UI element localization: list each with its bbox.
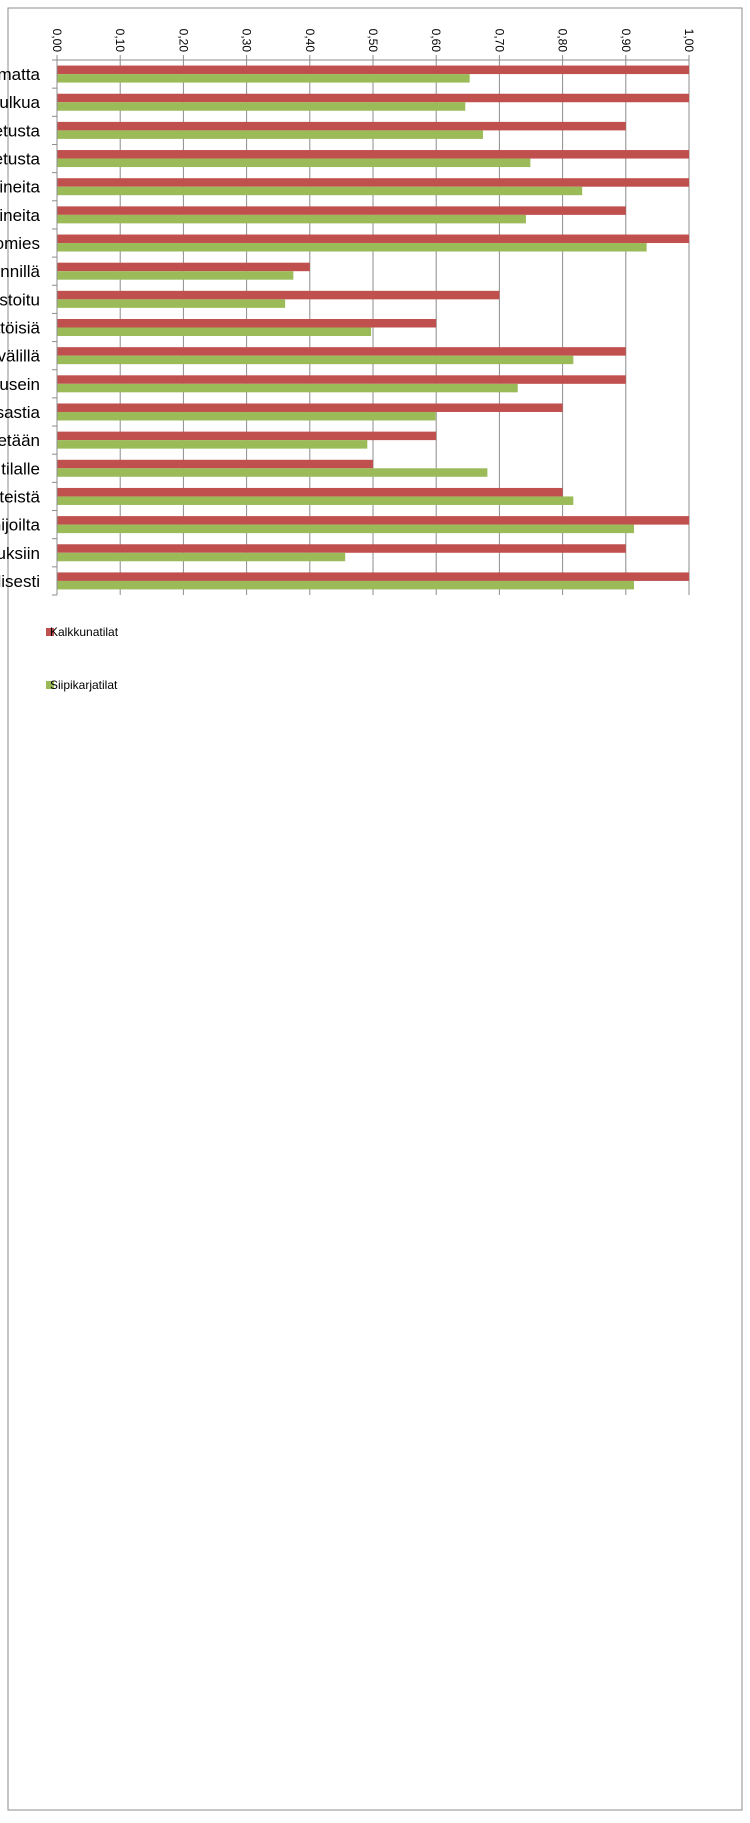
bar-kalkkunatilat (57, 234, 689, 244)
bar-kalkkunatilat (57, 487, 563, 497)
bar-kalkkunatilat (56, 262, 310, 272)
chart-border (7, 7, 743, 1811)
category-label: Osastot ovat kertatäyttöisiä (0, 319, 41, 338)
category-label: Seurataan tautitilannetta säännöllisesti (0, 572, 40, 591)
rotated-chart: 0,00 0,10 0,20 0,30 0,40 0,50 0,60 0,70 0,80 0,90… (0, 29, 696, 692)
legend: Kalkkunatilat Siipikarjatilat (46, 625, 119, 692)
category-label: Kaikki eläintilaan menevät ihmiset käytt… (0, 93, 41, 112)
bar-siipikarjatilat (56, 186, 583, 196)
bar-siipikarjatilat (57, 440, 368, 449)
bar-kalkkunatilat (57, 93, 689, 103)
bar-kalkkunatilat (57, 347, 626, 356)
category-label: Vieraat käyttävät tilan tarjoamia jalkin… (0, 206, 41, 225)
bar-kalkkunatilat (57, 431, 437, 441)
category-label: Eläintila tai -osasto puhdistetaan huole… (0, 347, 41, 366)
category-labels: Tautisulku eli kulkueste, jonka yli ei m… (0, 65, 41, 591)
bar-siipikarjatilat (57, 383, 518, 393)
category-label: Rehuja ostetaan vain positiivilistan toi… (0, 516, 41, 535)
bar-kalkkunatilat (57, 121, 626, 131)
legend-label: Kalkkunatilat (50, 625, 119, 639)
bar-kalkkunatilat (57, 544, 626, 553)
bar-siipikarjatilat (57, 214, 526, 224)
bar-kalkkunatilat (57, 319, 437, 328)
bar-kalkkunatilat (57, 459, 373, 469)
category-label: Ostoeläimet hankitaan luotettavista läht… (0, 487, 41, 506)
y-tick-label: 0,50 (366, 29, 380, 53)
y-tick-label: 0,90 (619, 29, 633, 53)
bar-kalkkunatilat (57, 516, 689, 525)
axes (52, 55, 690, 596)
category-label: Osallistutaan säännöllisesti eläintautia… (0, 544, 40, 563)
y-tick-label: 0,70 (492, 29, 506, 53)
bar-siipikarjatilat (57, 468, 488, 477)
y-tick-label: 0,80 (556, 29, 570, 53)
bar-siipikarjatilat (57, 102, 466, 111)
category-label: Eläintila on osastoitu (0, 290, 40, 309)
bar-siipikarjatilat (57, 580, 635, 590)
bar-kalkkunatilat (57, 290, 500, 300)
bar-siipikarjatilat (57, 355, 574, 365)
category-label: Tilan oma väki käyttää eläintiloissa suo… (0, 121, 41, 140)
bar-kalkkunatilat (57, 65, 689, 75)
bar-siipikarjatilat (57, 411, 436, 421)
y-tick-label: 0,10 (113, 29, 127, 53)
category-label: Vieraat käyttävät tilan tarjoamaa suojav… (0, 150, 41, 169)
y-tick-label: 0,00 (50, 29, 64, 53)
bars (56, 65, 689, 590)
category-label: Eläinkuljetusauton kuljettajan pääsy elä… (0, 431, 40, 450)
category-label: Eläintilaan päästetään vain välttämättöm… (0, 234, 40, 253)
bar-siipikarjatilat (57, 299, 286, 308)
bar-siipikarjatilat (57, 524, 635, 534)
bar-siipikarjatilat (57, 552, 346, 562)
y-tick-label: 0,20 (176, 29, 190, 53)
y-tick-label: 1,00 (682, 29, 696, 53)
bar-kalkkunatilat (57, 150, 689, 159)
bar-kalkkunatilat (57, 403, 563, 412)
y-tick-label: 0,30 (240, 29, 254, 53)
bar-kalkkunatilat (57, 206, 626, 215)
bar-siipikarjatilat (56, 158, 531, 168)
bar-kalkkunatilat (57, 375, 626, 384)
category-label: Rehusiilot ja -linjastot puhdistetaan sä… (0, 375, 40, 394)
legend-swatch (46, 628, 54, 636)
category-label: Tilan oma väki käyttää eläintiloissa eri… (0, 178, 41, 197)
bar-siipikarjatilat (57, 496, 574, 505)
bar-siipikarjatilat (57, 74, 470, 83)
category-label: Tilalla on raatojenkeräysastia (0, 403, 41, 422)
bar-kalkkunatilat (57, 572, 689, 581)
y-tick-label: 0,60 (429, 29, 443, 53)
legend-swatch (46, 681, 54, 689)
category-label: Riittävän usein puhdistettavat jalka-alt… (0, 262, 41, 281)
category-label: Ostettujen eläinten terveydentila varmis… (0, 459, 40, 478)
category-label: Tautisulku eli kulkueste, jonka yli ei m… (0, 65, 41, 84)
bar-siipikarjatilat (56, 243, 647, 252)
bar-siipikarjatilat (57, 271, 294, 280)
bar-siipikarjatilat (57, 327, 372, 336)
legend-label: Siipikarjatilat (50, 678, 118, 692)
y-tick-labels: 0,00 0,10 0,20 0,30 0,40 0,50 0,60 0,70 0,80 0,90… (50, 29, 696, 53)
y-tick-label: 0,40 (303, 29, 317, 53)
bar-siipikarjatilat (57, 130, 483, 139)
bar-kalkkunatilat (57, 178, 689, 187)
